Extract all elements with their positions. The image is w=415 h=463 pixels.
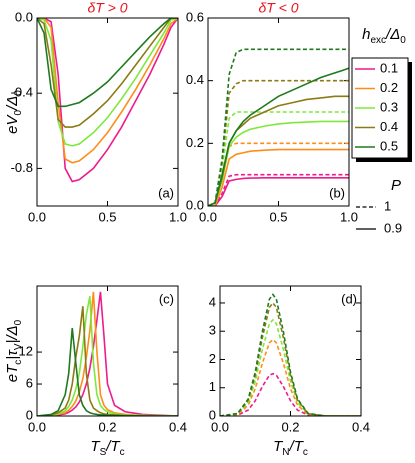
legend-label: 0.4 [380,119,398,134]
y-tick-label: 0.0 [186,197,204,212]
x-axis-label-part: /T [105,438,121,455]
chart-title: δT > 0 [87,0,127,16]
plot-frame [36,285,179,417]
y-tick-label: 0.0 [15,9,33,24]
panel-label: (c) [159,291,174,306]
x-tick-label: 1.0 [340,209,358,224]
x-tick-label: 0.0 [28,419,46,434]
p-legend-title: P [391,177,401,194]
line [208,148,349,206]
x-axis-label-part: S [100,447,107,458]
x-axis-label: TN/Tc [273,438,308,458]
y-tick-label: 6 [26,375,33,390]
y-tick-label: 4 [209,294,216,309]
y-axis-label-part: 0 [13,90,24,96]
y-tick-label: -0.4 [11,85,33,100]
y-axis-label-part: |/Δ [4,325,21,343]
legend-title-part: /Δ [385,26,400,43]
dashed-line [220,301,361,416]
y-axis-label: eV0/Δ0 [4,90,24,134]
x-axis-label: TS/Tc [90,438,124,458]
y-tick-label: 3 [209,323,216,338]
legend-label: 0.3 [380,99,398,114]
y-tick-label: 0 [26,407,33,422]
line [37,291,178,416]
x-tick-label: 0.4 [352,419,370,434]
y-axis-label-part: |τ [4,349,21,360]
dashed-line [208,173,349,206]
legend-title-part: 0 [400,35,406,46]
line [208,67,349,206]
y-axis-label-part: c [13,360,24,365]
line [37,291,178,416]
x-tick-label: 0.5 [98,209,116,224]
y-tick-label: 0 [209,407,216,422]
x-axis-label-part: c [303,447,308,458]
x-tick-label: 0.5 [269,209,287,224]
x-axis-label-part: T [90,438,101,455]
legend-label: 0.2 [380,80,398,95]
legend-title: hexc/Δ0 [362,26,406,46]
line [208,177,349,206]
plot-frame [207,17,350,207]
dashed-line [220,338,361,416]
y-axis-label-part: 0 [13,110,24,116]
line [37,18,178,128]
x-tick-label: 0.2 [98,419,116,434]
chart-title: δT < 0 [258,0,298,16]
y-axis-label-part: eV [4,114,21,134]
plot-frame [36,17,179,207]
x-axis-label-part: c [120,447,125,458]
y-axis-label-part: /Δ [4,96,21,111]
plot-frame [219,285,362,417]
x-tick-label: 0.2 [281,419,299,434]
p-legend-label: 0.9 [384,220,402,235]
x-axis-label-part: N [282,447,289,458]
y-tick-label: 12 [19,344,33,359]
legend-label: 0.1 [380,60,398,75]
line [37,328,178,416]
line [37,18,178,183]
y-axis-label: eTc|τV|/Δ0 [4,319,24,382]
panel-label: (d) [341,291,357,306]
legend-label: 0.5 [380,138,398,153]
panel-label: (b) [329,185,345,200]
line [37,18,178,164]
y-axis-label-part: 0 [13,319,24,325]
p-legend-label: 1 [384,198,391,213]
x-axis-label-part: /T [289,438,305,455]
line [37,18,178,108]
panel-label: (a) [158,185,174,200]
y-tick-label: 0.4 [186,72,204,87]
legend-title-part: h [362,26,370,43]
x-axis-label-part: T [273,438,284,455]
y-tick-label: 2 [209,351,216,366]
y-tick-label: 0.2 [186,135,204,150]
y-tick-label: 0.6 [186,9,204,24]
legend-title-part: exc [370,35,386,46]
dashed-line [220,293,361,416]
x-tick-label: 0.0 [28,209,46,224]
y-axis-label-part: eT [4,363,21,382]
line [37,18,178,147]
x-tick-label: 0.4 [169,419,187,434]
x-tick-label: 0.0 [211,419,229,434]
line [37,295,178,416]
dashed-line [208,48,349,206]
y-tick-label: -0.8 [11,160,33,175]
y-tick-label: 1 [209,379,216,394]
y-axis-label-part: V [13,343,24,350]
x-tick-label: 0.0 [199,209,217,224]
x-tick-label: 1.0 [169,209,187,224]
